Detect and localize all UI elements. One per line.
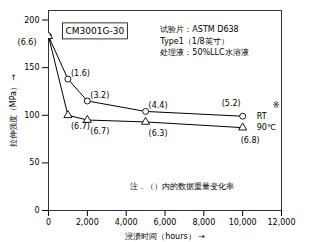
svg-text:(5.2): (5.2) [222, 99, 241, 108]
svg-text:0: 0 [34, 206, 39, 215]
svg-text:4,000: 4,000 [115, 218, 138, 227]
svg-text:(6.8): (6.8) [241, 136, 260, 145]
svg-text:试验片：ASTM D638Type1（1/8英寸）处理液：5: 试验片：ASTM D638Type1（1/8英寸）处理液：50%LLC水溶液 [159, 25, 248, 56]
svg-text:※: ※ [273, 101, 280, 110]
svg-text:150: 150 [24, 63, 39, 72]
svg-text:2,000: 2,000 [76, 218, 99, 227]
svg-text:(6.3): (6.3) [149, 129, 168, 138]
svg-text:(3.2): (3.2) [90, 91, 109, 100]
svg-text:200: 200 [24, 16, 39, 25]
svg-text:(6.7): (6.7) [71, 122, 90, 131]
svg-text:6,000: 6,000 [154, 218, 177, 227]
svg-text:CM3001G-30: CM3001G-30 [65, 26, 124, 36]
svg-text:0: 0 [46, 218, 51, 227]
svg-text:(4.4): (4.4) [149, 101, 168, 110]
svg-text:拉伸强度（MPa） →: 拉伸强度（MPa） → [9, 73, 18, 147]
svg-text:12,000: 12,000 [268, 218, 296, 227]
svg-text:90℃: 90℃ [257, 123, 276, 132]
svg-text:8,000: 8,000 [192, 218, 215, 227]
svg-text:10,000: 10,000 [229, 218, 257, 227]
svg-text:RT: RT [257, 112, 267, 121]
svg-text:浸渍时间（hours） →: 浸渍时间（hours） → [125, 232, 205, 241]
svg-text:(6.6): (6.6) [18, 38, 37, 47]
svg-text:100: 100 [24, 111, 39, 120]
svg-text:(1.6): (1.6) [71, 69, 90, 78]
svg-text:(6.7): (6.7) [90, 127, 109, 136]
svg-text:50: 50 [29, 158, 39, 167]
svg-text:注．（）内的数据重量变化率: 注．（）内的数据重量变化率 [130, 182, 234, 191]
